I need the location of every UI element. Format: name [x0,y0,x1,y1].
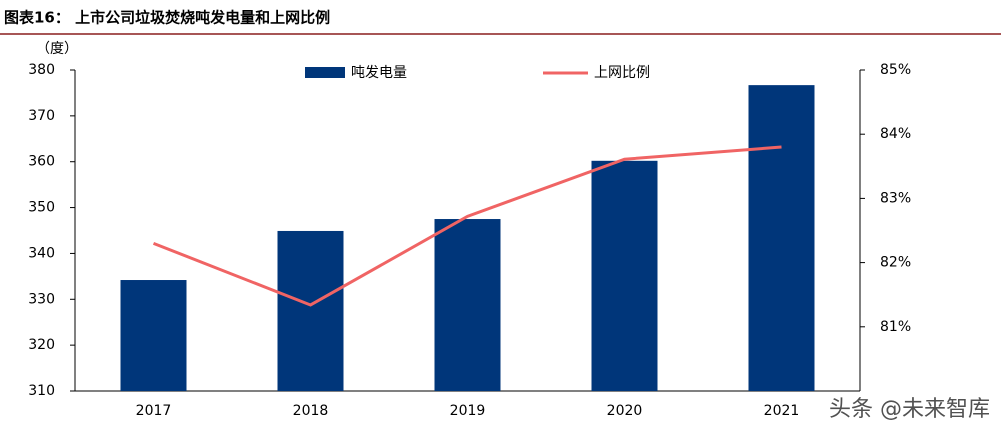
y-tick-label: 340 [28,245,55,261]
bar [277,230,344,391]
y-tick-label: 380 [28,62,55,78]
y-tick-label: 370 [28,108,55,124]
x-tick-label: 2017 [136,403,172,419]
y-axis-label: （度） [36,41,78,57]
y2-tick-label: 81% [880,319,911,335]
y2-tick-label: 83% [880,190,911,206]
legend-label: 上网比例 [594,65,650,81]
watermark: 头条 @未来智库 [829,397,990,422]
chart-title: 图表16： 上市公司垃圾焚烧吨发电量和上网比例 [4,9,330,27]
x-tick-label: 2020 [607,403,643,419]
bar [434,219,501,391]
bar [120,280,187,391]
x-tick-label: 2021 [764,403,800,419]
y-tick-label: 360 [28,154,55,170]
y-tick-label: 310 [28,383,55,399]
y2-tick-label: 84% [880,126,911,142]
bar [748,85,815,391]
x-tick-label: 2019 [450,403,486,419]
y2-tick-label: 85% [880,62,911,78]
y2-tick-label: 82% [880,255,911,271]
y-tick-label: 330 [28,291,55,307]
bar [591,160,658,391]
legend-swatch [305,67,345,78]
x-tick-label: 2018 [293,403,329,419]
line [152,145,782,307]
y-tick-label: 320 [28,337,55,353]
legend-label: 吨发电量 [351,65,407,81]
y-tick-label: 350 [28,200,55,216]
